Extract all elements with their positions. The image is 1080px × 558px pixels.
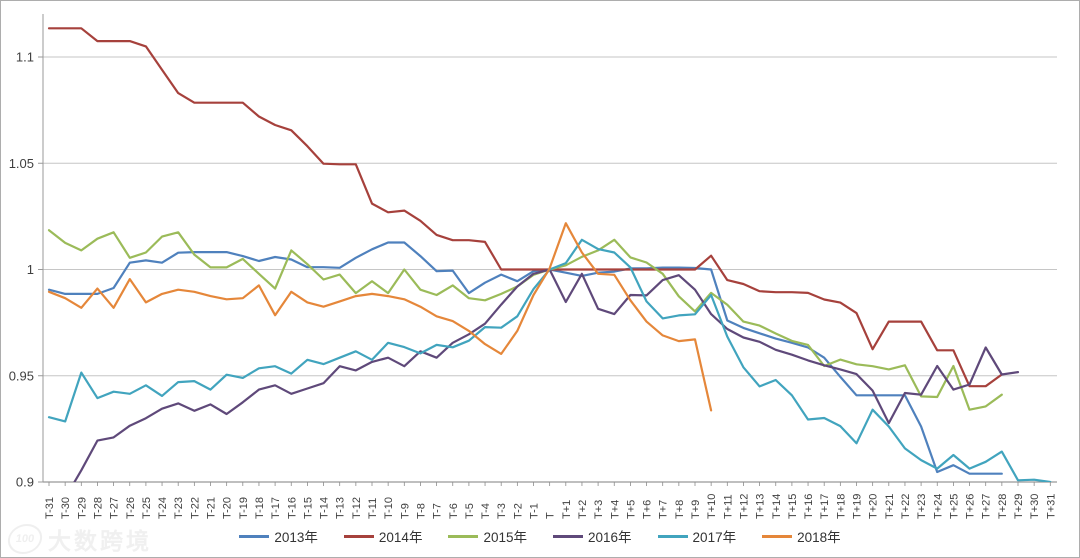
x-axis-tick-label: T+15 bbox=[787, 494, 799, 519]
x-axis-tick-label: T-3 bbox=[496, 503, 508, 519]
x-axis-tick-label: T+19 bbox=[852, 494, 864, 519]
x-axis-tick-label: T-7 bbox=[432, 503, 444, 519]
legend-swatch-icon bbox=[553, 534, 583, 538]
x-axis-tick-label: T-27 bbox=[109, 497, 121, 519]
x-axis-tick-label: T+27 bbox=[981, 494, 993, 519]
legend-swatch-icon bbox=[343, 534, 374, 538]
x-axis-tick-label: T-28 bbox=[92, 497, 104, 519]
x-axis-tick-label: T+16 bbox=[803, 494, 815, 519]
chart-legend: 2013年 2014年 2015年 2016年 2017年 2018年 bbox=[0, 526, 1080, 546]
x-axis-tick-label: T-4 bbox=[480, 503, 492, 519]
x-axis-tick-label: T-30 bbox=[60, 497, 72, 519]
legend-label: 2016年 bbox=[588, 530, 632, 545]
legend-swatch-icon bbox=[762, 534, 793, 538]
x-axis-tick-label: T-11 bbox=[367, 498, 379, 519]
legend-item-2015: 2015年 bbox=[448, 526, 527, 546]
watermark-brand-text: 大数跨境 bbox=[48, 528, 152, 554]
x-axis-tick-label: T+17 bbox=[819, 494, 831, 519]
series-line-2017 bbox=[47, 238, 1052, 482]
x-axis-tick-label: T-16 bbox=[286, 497, 298, 519]
x-axis-tick-label: T-5 bbox=[464, 503, 476, 519]
x-axis-tick-label: T+2 bbox=[577, 500, 589, 519]
x-axis-tick-label: T+3 bbox=[593, 500, 605, 519]
x-axis-tick-label: T+28 bbox=[997, 494, 1009, 519]
x-axis-tick-label: T-26 bbox=[125, 497, 137, 519]
x-axis-tick-label: T+9 bbox=[690, 500, 702, 519]
x-axis-tick-label: T-12 bbox=[351, 497, 363, 519]
x-axis-tick-label: T+22 bbox=[900, 494, 912, 519]
x-axis-tick-label: T+7 bbox=[658, 500, 670, 519]
legend-item-2016: 2016年 bbox=[553, 526, 632, 546]
x-axis-tick-label: T-20 bbox=[222, 497, 234, 519]
x-axis-tick-label: T+13 bbox=[755, 494, 767, 519]
legend-item-2013: 2013年 bbox=[239, 526, 318, 546]
x-axis-tick-label: T+31 bbox=[1045, 494, 1057, 519]
x-axis-tick-label: T+26 bbox=[965, 494, 977, 519]
x-axis-tick-label: T+5 bbox=[625, 500, 637, 519]
x-axis-tick-label: T-21 bbox=[206, 497, 218, 519]
x-axis-tick-label: T-14 bbox=[319, 497, 331, 519]
x-axis-tick-label: T-15 bbox=[302, 497, 314, 519]
x-axis-tick-label: T+6 bbox=[642, 500, 654, 519]
x-axis-tick-label: T+20 bbox=[868, 494, 880, 519]
x-axis-tick-label: T bbox=[545, 512, 557, 519]
watermark-logo-icon: 100 bbox=[5, 524, 45, 554]
legend-label: 2018年 bbox=[797, 530, 841, 545]
x-axis-tick-label: T-25 bbox=[141, 497, 153, 519]
x-axis-tick-label: T-22 bbox=[189, 497, 201, 519]
legend-item-2014: 2014年 bbox=[343, 526, 423, 546]
x-axis-tick-label: T-10 bbox=[383, 497, 395, 519]
legend-item-2018: 2018年 bbox=[762, 526, 841, 546]
x-axis-tick-label: T-6 bbox=[448, 503, 460, 519]
x-axis-tick-label: T-24 bbox=[157, 497, 169, 519]
x-axis-tick-label: T+24 bbox=[932, 494, 944, 519]
y-axis-tick-label: 0.95 bbox=[9, 368, 34, 383]
x-axis-tick-label: T-1 bbox=[529, 503, 541, 519]
x-axis-tick-label: T+14 bbox=[771, 494, 783, 519]
legend-label: 2017年 bbox=[692, 530, 737, 545]
x-axis-tick-label: T-9 bbox=[399, 503, 411, 519]
y-axis-tick-label: 1 bbox=[27, 262, 34, 277]
x-axis-tick-label: T-29 bbox=[76, 497, 88, 519]
legend-label: 2014年 bbox=[378, 530, 423, 545]
y-axis-tick-label: 0.9 bbox=[16, 475, 34, 490]
x-axis-tick-label: T+12 bbox=[738, 494, 750, 519]
x-axis-tick-label: T+11 bbox=[722, 494, 734, 519]
x-axis-tick-label: T-17 bbox=[270, 497, 282, 519]
x-axis-tick-label: T-2 bbox=[512, 503, 524, 519]
watermark: 100 大数跨境 bbox=[5, 522, 152, 556]
legend-swatch-icon bbox=[239, 534, 270, 538]
series-line-2016 bbox=[73, 268, 1020, 482]
series-line-2014 bbox=[47, 27, 1003, 388]
legend-swatch-icon bbox=[448, 534, 479, 538]
x-axis-tick-label: T+29 bbox=[1013, 494, 1025, 519]
x-axis-tick-label: T-13 bbox=[335, 497, 347, 519]
series-line-2018 bbox=[47, 222, 713, 412]
y-axis-tick-label: 1.05 bbox=[9, 156, 34, 171]
x-axis-tick-label: T+8 bbox=[674, 500, 686, 519]
x-axis-tick-label: T-8 bbox=[415, 503, 427, 519]
x-axis-tick-label: T+23 bbox=[916, 494, 928, 519]
line-chart-canvas: 1.1 1.05 1 0.95 0.9 T-31 T-30 T-29 T-28 T-27 T-26 T… bbox=[9, 14, 1057, 519]
series-line-2013 bbox=[47, 241, 1003, 475]
x-axis-tick-label: T+1 bbox=[561, 500, 573, 519]
legend-item-2017: 2017年 bbox=[657, 526, 737, 546]
x-axis-tick-label: T-31 bbox=[44, 497, 56, 519]
x-axis-tick-label: T+30 bbox=[1029, 494, 1041, 519]
x-axis-tick-label: T-18 bbox=[254, 497, 266, 519]
x-axis-tick-label: T+18 bbox=[835, 494, 847, 519]
x-axis-tick-label: T+4 bbox=[609, 500, 621, 519]
legend-label: 2015年 bbox=[483, 530, 527, 545]
x-axis-tick-label: T+21 bbox=[884, 494, 896, 519]
legend-label: 2013年 bbox=[274, 530, 318, 545]
x-axis-tick-label: T+25 bbox=[948, 494, 960, 519]
x-axis-tick-label: T-19 bbox=[238, 497, 250, 519]
y-axis-tick-label: 1.1 bbox=[16, 50, 34, 65]
x-axis-tick-label: T+10 bbox=[706, 494, 718, 519]
x-axis-tick-label: T-23 bbox=[173, 497, 185, 519]
legend-swatch-icon bbox=[657, 534, 688, 538]
